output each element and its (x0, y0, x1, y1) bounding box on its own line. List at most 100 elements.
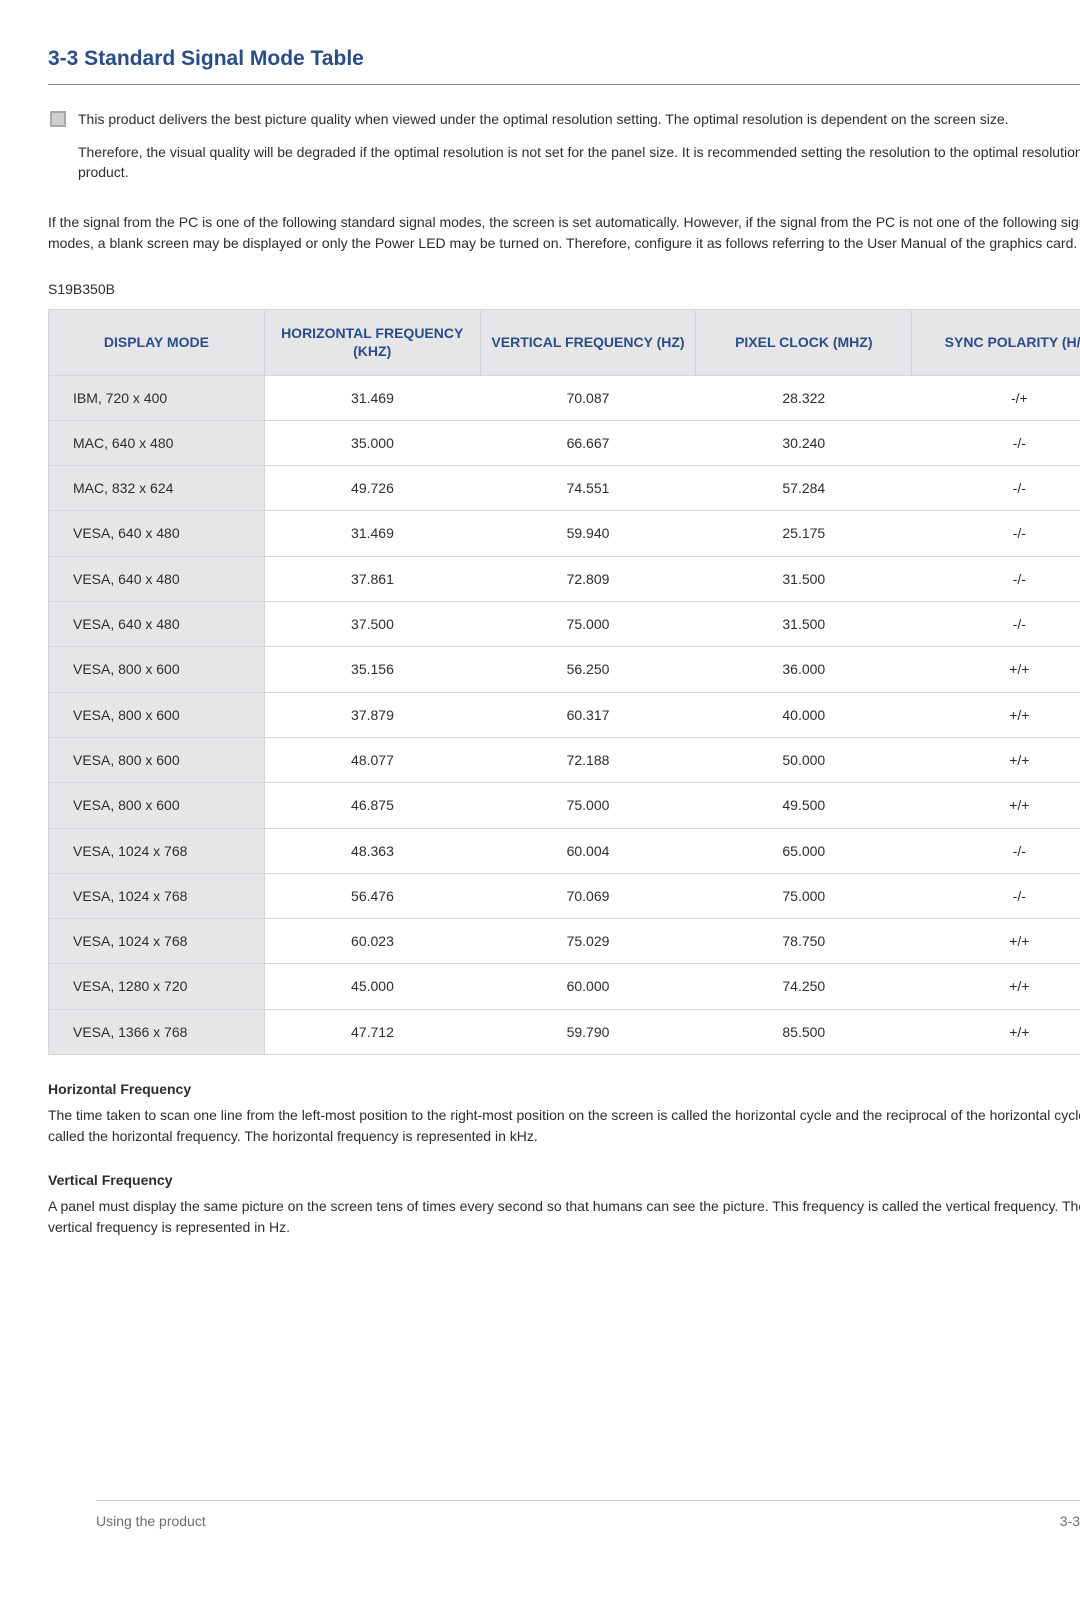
note-paragraph-2: Therefore, the visual quality will be de… (78, 142, 1080, 183)
table-cell: 60.317 (480, 692, 696, 737)
table-row: VESA, 800 x 60046.87575.00049.500+/+ (49, 783, 1080, 828)
table-row: IBM, 720 x 40031.46970.08728.322-/+ (49, 375, 1080, 420)
table-cell: 60.023 (264, 919, 480, 964)
table-cell: 37.879 (264, 692, 480, 737)
note-icon (50, 111, 66, 127)
table-cell: 28.322 (696, 375, 912, 420)
col-display-mode: DISPLAY MODE (49, 310, 265, 375)
table-cell: 60.000 (480, 964, 696, 1009)
table-cell: MAC, 640 x 480 (49, 420, 265, 465)
table-cell: 75.029 (480, 919, 696, 964)
table-cell: 65.000 (696, 828, 912, 873)
footer-left: Using the product (96, 1511, 206, 1531)
col-vertical-freq: VERTICAL FREQUENCY (HZ) (480, 310, 696, 375)
table-cell: 46.875 (264, 783, 480, 828)
table-row: VESA, 1280 x 72045.00060.00074.250+/+ (49, 964, 1080, 1009)
table-cell: VESA, 800 x 600 (49, 647, 265, 692)
table-cell: VESA, 800 x 600 (49, 692, 265, 737)
table-header-row: DISPLAY MODE HORIZONTAL FREQUENCY (KHZ) … (49, 310, 1080, 375)
table-cell: 70.069 (480, 873, 696, 918)
table-cell: 74.551 (480, 466, 696, 511)
table-cell: 74.250 (696, 964, 912, 1009)
table-row: VESA, 1024 x 76856.47670.06975.000-/- (49, 873, 1080, 918)
table-cell: +/+ (912, 783, 1080, 828)
table-cell: 48.363 (264, 828, 480, 873)
table-cell: 75.000 (696, 873, 912, 918)
table-cell: 45.000 (264, 964, 480, 1009)
note-block: This product delivers the best picture q… (48, 109, 1080, 194)
table-cell: -/- (912, 556, 1080, 601)
table-cell: +/+ (912, 737, 1080, 782)
table-row: VESA, 1024 x 76848.36360.00465.000-/- (49, 828, 1080, 873)
table-cell: 49.500 (696, 783, 912, 828)
signal-mode-table: DISPLAY MODE HORIZONTAL FREQUENCY (KHZ) … (48, 309, 1080, 1055)
table-row: MAC, 640 x 48035.00066.66730.240-/- (49, 420, 1080, 465)
col-pixel-clock: PIXEL CLOCK (MHZ) (696, 310, 912, 375)
table-cell: 49.726 (264, 466, 480, 511)
table-cell: 56.476 (264, 873, 480, 918)
table-cell: 31.500 (696, 602, 912, 647)
page-footer: Using the product 3-3 (96, 1500, 1080, 1531)
table-row: VESA, 1366 x 76847.71259.79085.500+/+ (49, 1009, 1080, 1054)
body-paragraph: If the signal from the PC is one of the … (48, 212, 1080, 253)
table-cell: 35.156 (264, 647, 480, 692)
col-horizontal-freq: HORIZONTAL FREQUENCY (KHZ) (264, 310, 480, 375)
table-cell: VESA, 640 x 480 (49, 511, 265, 556)
section-heading: 3-3 Standard Signal Mode Table (48, 44, 1080, 85)
table-cell: 25.175 (696, 511, 912, 556)
table-cell: 50.000 (696, 737, 912, 782)
table-row: VESA, 640 x 48037.86172.80931.500-/- (49, 556, 1080, 601)
table-cell: 57.284 (696, 466, 912, 511)
table-cell: 85.500 (696, 1009, 912, 1054)
table-row: VESA, 800 x 60037.87960.31740.000+/+ (49, 692, 1080, 737)
table-row: VESA, 800 x 60035.15656.25036.000+/+ (49, 647, 1080, 692)
table-cell: 75.000 (480, 783, 696, 828)
table-cell: -/- (912, 511, 1080, 556)
table-cell: 75.000 (480, 602, 696, 647)
table-cell: -/+ (912, 375, 1080, 420)
table-cell: MAC, 832 x 624 (49, 466, 265, 511)
table-cell: VESA, 640 x 480 (49, 602, 265, 647)
table-cell: VESA, 800 x 600 (49, 737, 265, 782)
table-cell: 78.750 (696, 919, 912, 964)
table-cell: 47.712 (264, 1009, 480, 1054)
table-cell: -/- (912, 466, 1080, 511)
model-label: S19B350B (48, 279, 1080, 299)
table-cell: +/+ (912, 1009, 1080, 1054)
note-paragraph-1: This product delivers the best picture q… (78, 109, 1080, 129)
table-cell: VESA, 640 x 480 (49, 556, 265, 601)
hfreq-text: The time taken to scan one line from the… (48, 1105, 1080, 1146)
table-cell: VESA, 800 x 600 (49, 783, 265, 828)
table-cell: 48.077 (264, 737, 480, 782)
note-text: This product delivers the best picture q… (78, 109, 1080, 194)
table-cell: 72.809 (480, 556, 696, 601)
table-cell: 31.469 (264, 511, 480, 556)
hfreq-heading: Horizontal Frequency (48, 1079, 1080, 1099)
table-cell: +/+ (912, 692, 1080, 737)
table-cell: 37.500 (264, 602, 480, 647)
table-cell: VESA, 1366 x 768 (49, 1009, 265, 1054)
table-cell: VESA, 1280 x 720 (49, 964, 265, 1009)
table-cell: -/- (912, 873, 1080, 918)
col-sync-polarity: SYNC POLARITY (H/V) (912, 310, 1080, 375)
footer-right: 3-3 (1060, 1511, 1080, 1531)
table-cell: IBM, 720 x 400 (49, 375, 265, 420)
table-cell: VESA, 1024 x 768 (49, 828, 265, 873)
table-cell: 37.861 (264, 556, 480, 601)
table-row: VESA, 640 x 48037.50075.00031.500-/- (49, 602, 1080, 647)
table-row: VESA, 640 x 48031.46959.94025.175-/- (49, 511, 1080, 556)
table-cell: 40.000 (696, 692, 912, 737)
table-cell: 30.240 (696, 420, 912, 465)
table-cell: 72.188 (480, 737, 696, 782)
table-cell: 59.940 (480, 511, 696, 556)
table-cell: 56.250 (480, 647, 696, 692)
table-cell: -/- (912, 602, 1080, 647)
table-cell: +/+ (912, 647, 1080, 692)
table-cell: VESA, 1024 x 768 (49, 919, 265, 964)
table-cell: 31.500 (696, 556, 912, 601)
table-row: MAC, 832 x 62449.72674.55157.284-/- (49, 466, 1080, 511)
vfreq-heading: Vertical Frequency (48, 1170, 1080, 1190)
vfreq-text: A panel must display the same picture on… (48, 1196, 1080, 1237)
table-cell: 70.087 (480, 375, 696, 420)
table-cell: 36.000 (696, 647, 912, 692)
